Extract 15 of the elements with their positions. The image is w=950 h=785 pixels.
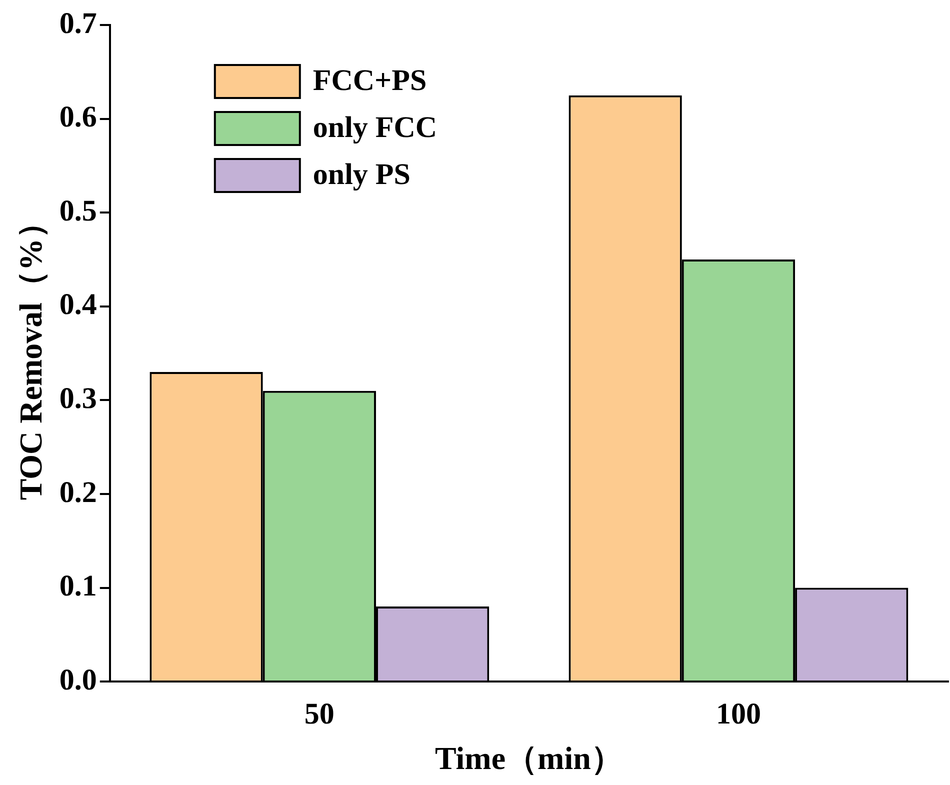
y-tick-label: 0.4 bbox=[59, 288, 97, 322]
x-axis-title: Time（min） bbox=[435, 740, 623, 776]
y-tick-label: 0.0 bbox=[59, 663, 97, 696]
y-tick-label: 0.3 bbox=[59, 382, 97, 415]
y-axis-title: TOC Removal（%） bbox=[12, 206, 48, 500]
x-tick-label: 100 bbox=[716, 697, 761, 730]
x-tick-label: 50 bbox=[304, 697, 334, 730]
y-tick-label: 0.5 bbox=[59, 194, 97, 228]
y-tick-label: 0.6 bbox=[59, 100, 97, 134]
y-tick-label: 0.7 bbox=[59, 6, 97, 40]
y-tick-label: 0.2 bbox=[59, 476, 97, 509]
legend-label: only FCC bbox=[312, 110, 438, 144]
legend-label: FCC+PS bbox=[312, 64, 427, 97]
y-tick-label: 0.1 bbox=[59, 570, 97, 603]
legend-label: only PS bbox=[312, 158, 410, 191]
